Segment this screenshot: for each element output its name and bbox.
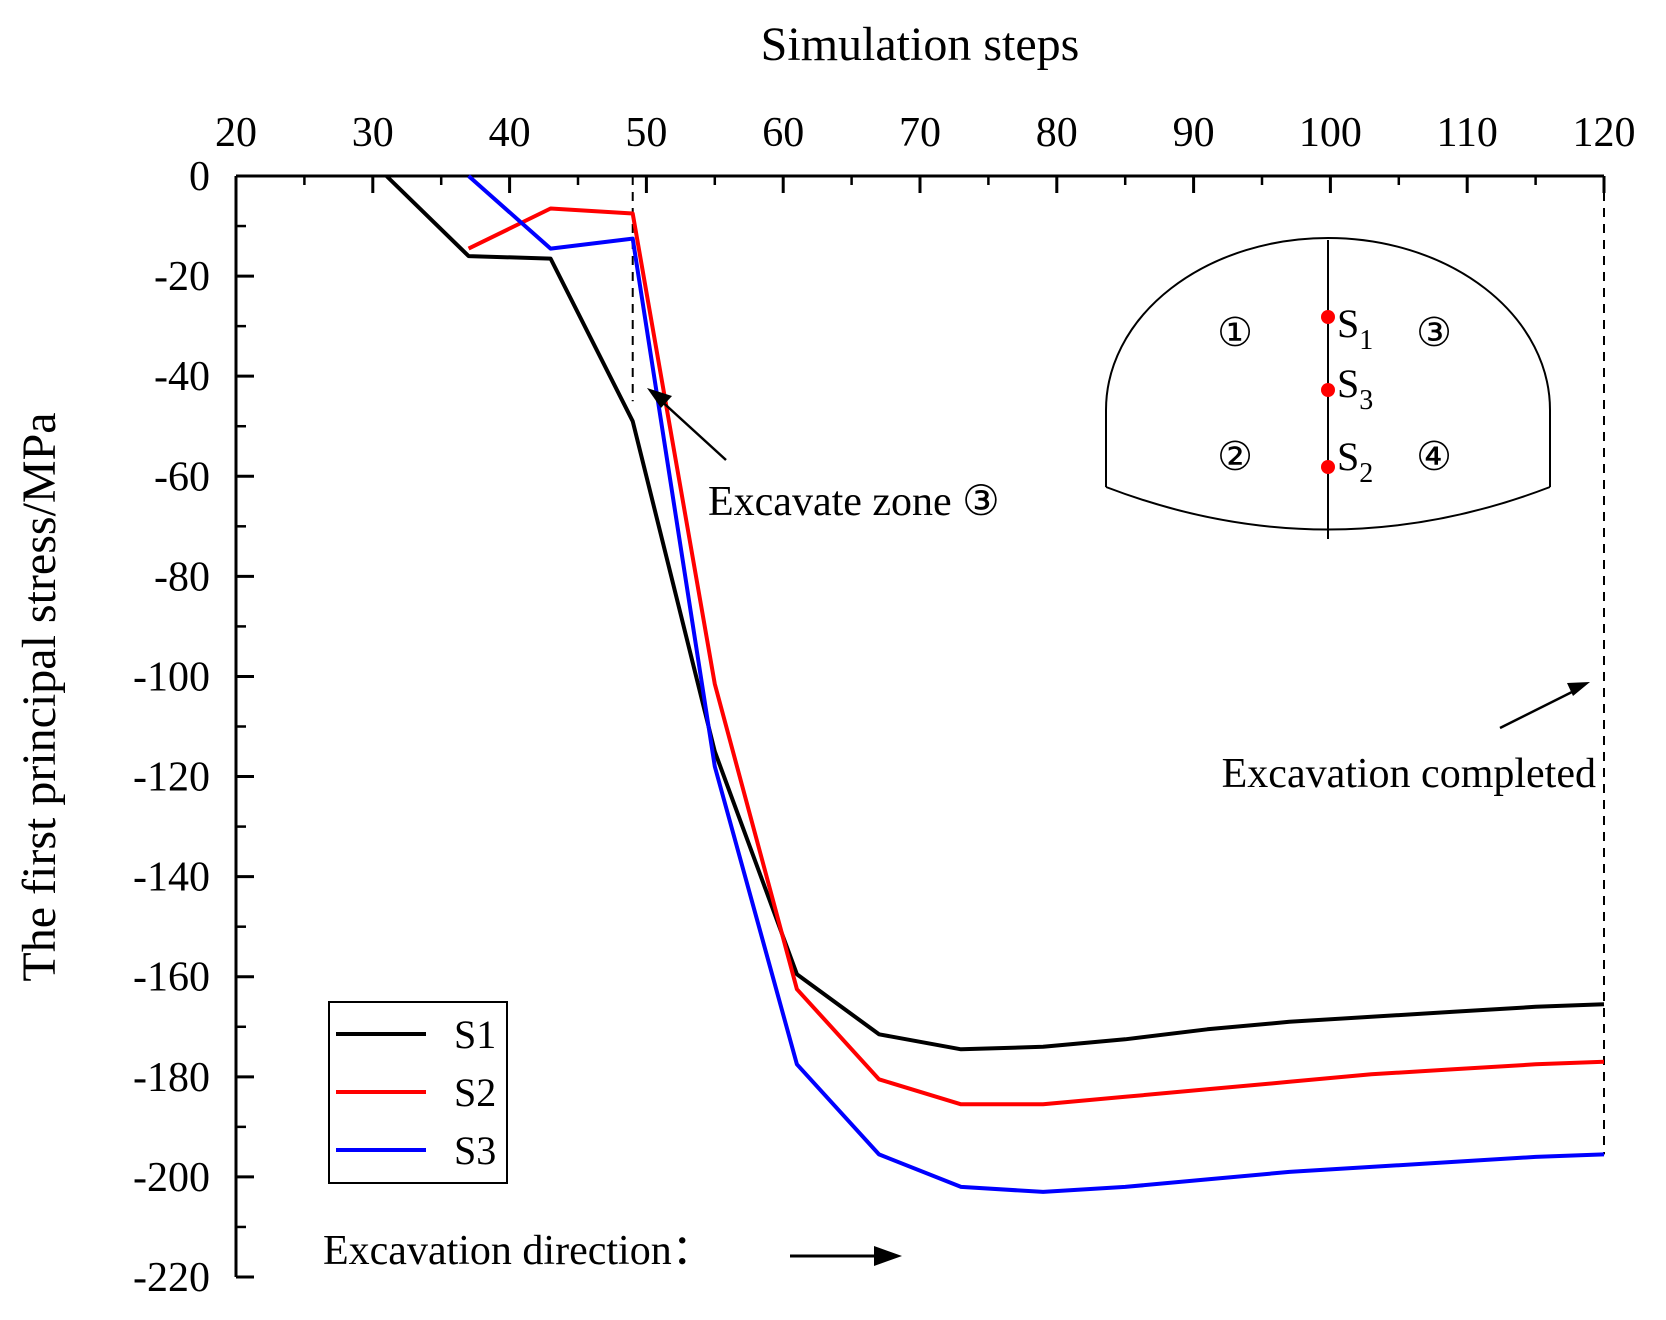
x-tick-label: 120 [1573,110,1636,156]
x-tick-label: 20 [215,110,257,156]
excavate-zone-label: Excavate zone ③ [708,479,1000,525]
series-line-s3 [467,174,1605,1194]
y-tick-label: -200 [133,1155,210,1201]
y-tick-label: -120 [133,755,210,801]
excavate-zone-arrowhead [647,388,672,408]
direction-arrowhead [874,1246,902,1266]
zone-2-label: ② [1217,434,1253,479]
series-line-s1 [385,174,1605,1052]
y-tick-label: -180 [133,1055,210,1101]
point-s3-marker [1321,383,1335,397]
point-s2-marker [1321,460,1335,474]
y-tick-label: -140 [133,855,210,901]
legend-label-s1: S1 [454,1012,496,1057]
zone-1-label: ① [1217,310,1253,355]
x-tick-label: 110 [1436,110,1497,156]
point-s2-label: S2 [1337,434,1373,489]
tunnel-section-inset: ① ② ③ ④ S1 S3 S2 [1105,237,1551,539]
zone-4-label: ④ [1416,434,1452,479]
x-tick-label: 50 [625,110,667,156]
x-tick-label: 90 [1173,110,1215,156]
point-s3-label: S3 [1337,361,1373,416]
x-tick-label: 40 [489,110,531,156]
x-tick-label: 60 [762,110,804,156]
excavate-zone-arrow-line [656,396,727,461]
y-tick-label: -100 [133,654,210,700]
y-axis-title: The first principal stress/MPa [13,412,66,981]
zone-3-label: ③ [1416,310,1452,355]
point-s1-label: S1 [1337,301,1373,356]
point-s1-marker [1321,310,1335,324]
x-axis-title: Simulation steps [761,18,1080,71]
excavation-direction-annotation: Excavation direction： [323,1228,902,1274]
legend-label-s2: S2 [454,1070,496,1115]
axis-ticks: 20 30 40 50 60 70 80 90 100 110 120 0 -20 -40 -60 -80 -1… [133,110,1636,1301]
excavation-direction-label: Excavation direction： [323,1228,714,1274]
y-tick-label: 0 [189,154,210,200]
completed-arrowhead [1567,682,1590,696]
legend: S1 S2 S3 [328,1001,508,1184]
excavation-completed-annotation: Excavation completed [1222,682,1596,797]
y-tick-label: -40 [154,354,210,400]
x-tick-label: 70 [899,110,941,156]
completed-arrow-line [1499,686,1581,730]
series-line-s2 [467,206,1605,1107]
y-tick-label: -80 [154,554,210,600]
tunnel-arch-outline [1105,237,1551,487]
legend-label-s3: S3 [454,1128,496,1173]
y-tick-label: -160 [133,955,210,1001]
x-tick-label: 100 [1299,110,1362,156]
y-tick-label: -20 [154,254,210,300]
excavate-zone-annotation: Excavate zone ③ [647,388,1000,525]
excavation-completed-label: Excavation completed [1222,751,1596,797]
x-tick-label: 30 [352,110,394,156]
y-tick-label: -60 [154,454,210,500]
y-tick-label: -220 [133,1255,210,1301]
x-tick-label: 80 [1036,110,1078,156]
series-layer [385,174,1605,1194]
